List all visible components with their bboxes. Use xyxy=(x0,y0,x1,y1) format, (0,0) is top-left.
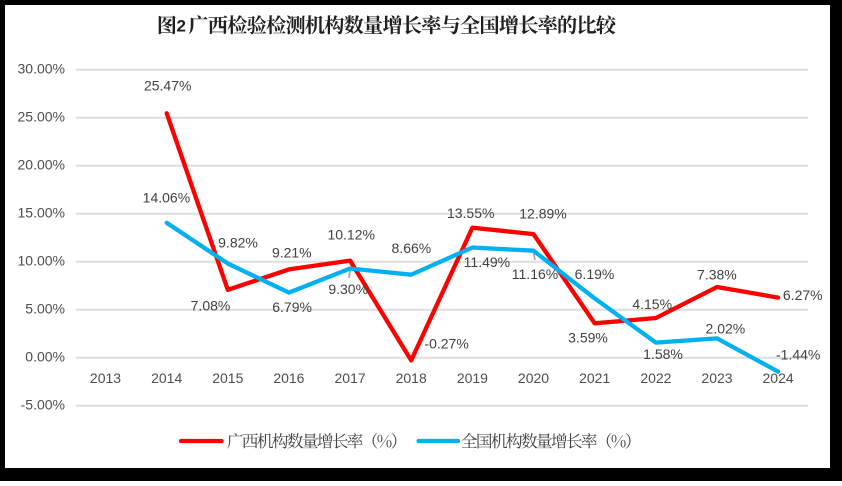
svg-text:2016: 2016 xyxy=(273,370,304,386)
svg-text:11.49%: 11.49% xyxy=(464,254,510,270)
svg-text:30.00%: 30.00% xyxy=(18,61,65,77)
svg-text:7.38%: 7.38% xyxy=(697,267,737,283)
svg-text:4.15%: 4.15% xyxy=(632,296,672,312)
svg-text:2: 2 xyxy=(176,17,185,36)
svg-text:1.58%: 1.58% xyxy=(643,346,683,362)
svg-text:20.00%: 20.00% xyxy=(18,157,65,173)
svg-text:9.82%: 9.82% xyxy=(218,234,258,250)
svg-text:8.66%: 8.66% xyxy=(392,240,432,256)
svg-text:2014: 2014 xyxy=(151,370,182,386)
svg-text:-0.27%: -0.27% xyxy=(424,336,468,352)
svg-text:2020: 2020 xyxy=(518,370,549,386)
svg-text:9.30%: 9.30% xyxy=(328,281,368,297)
svg-text:12.89%: 12.89% xyxy=(519,205,566,221)
svg-text:14.06%: 14.06% xyxy=(143,189,190,205)
svg-text:2015: 2015 xyxy=(212,370,243,386)
svg-text:2.02%: 2.02% xyxy=(706,320,746,336)
svg-text:2019: 2019 xyxy=(457,370,488,386)
svg-text:6.27%: 6.27% xyxy=(783,287,823,303)
svg-text:2021: 2021 xyxy=(579,370,610,386)
svg-text:10.00%: 10.00% xyxy=(18,253,65,269)
svg-text:13.55%: 13.55% xyxy=(447,205,494,221)
svg-text:25.00%: 25.00% xyxy=(18,109,65,125)
svg-text:3.59%: 3.59% xyxy=(568,329,608,345)
svg-text:2013: 2013 xyxy=(90,370,121,386)
svg-text:-5.00%: -5.00% xyxy=(21,397,65,413)
svg-text:11.16%: 11.16% xyxy=(512,266,558,282)
svg-text:2023: 2023 xyxy=(701,370,732,386)
svg-text:7.08%: 7.08% xyxy=(191,298,231,314)
svg-text:2022: 2022 xyxy=(640,370,671,386)
svg-text:25.47%: 25.47% xyxy=(144,77,191,93)
svg-text:6.19%: 6.19% xyxy=(575,266,615,282)
svg-text:2024: 2024 xyxy=(763,370,794,386)
svg-text:0.00%: 0.00% xyxy=(25,349,65,365)
svg-text:15.00%: 15.00% xyxy=(18,205,65,221)
svg-text:6.79%: 6.79% xyxy=(272,299,312,315)
svg-text:10.12%: 10.12% xyxy=(327,227,374,243)
svg-text:9.21%: 9.21% xyxy=(272,245,312,261)
svg-text:2017: 2017 xyxy=(335,370,366,386)
svg-text:-1.44%: -1.44% xyxy=(776,347,820,363)
svg-text:5.00%: 5.00% xyxy=(25,301,65,317)
svg-text:2018: 2018 xyxy=(396,370,427,386)
